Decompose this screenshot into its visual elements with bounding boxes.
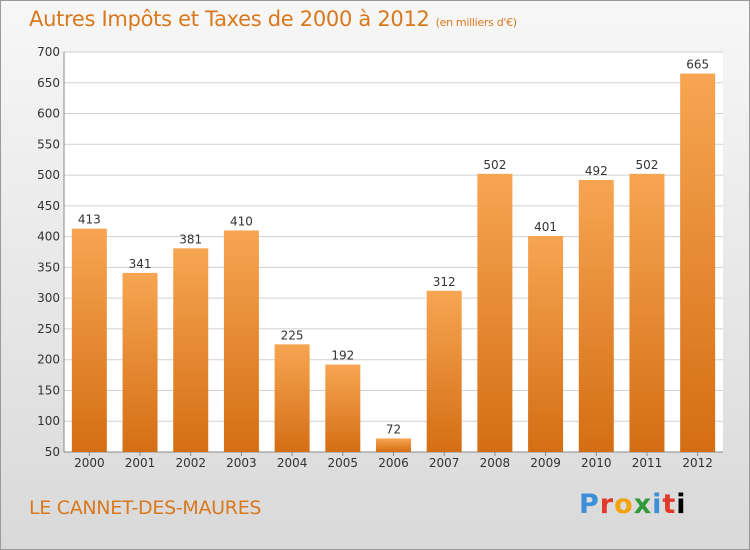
x-tick-label: 2002 — [175, 456, 206, 470]
grid-layer — [63, 51, 723, 456]
y-tick-label: 50 — [45, 445, 60, 459]
logo-letter: t — [662, 489, 677, 520]
bar-value-label: 502 — [636, 158, 659, 172]
bar-value-label: 410 — [230, 214, 253, 228]
bar — [325, 364, 361, 452]
bar-value-label: 381 — [179, 232, 202, 246]
y-tick-label: 700 — [37, 45, 60, 59]
logo-letter: i — [676, 489, 687, 520]
y-tick-label: 500 — [37, 168, 60, 182]
plot-area — [64, 52, 723, 452]
y-tick-label: 100 — [37, 414, 60, 428]
y-tick-label: 400 — [37, 230, 60, 244]
bar — [426, 290, 462, 452]
bar-value-label: 665 — [686, 58, 709, 72]
bar — [122, 272, 158, 452]
bar-value-label: 502 — [483, 158, 506, 172]
logo-letter: o — [614, 489, 634, 520]
bar — [578, 180, 614, 452]
bar — [223, 230, 259, 452]
x-tick-label: 2006 — [378, 456, 409, 470]
logo-letter: r — [599, 489, 615, 520]
bar-value-label: 401 — [534, 220, 557, 234]
chart-title: Autres Impôts et Taxes de 2000 à 2012 (en… — [29, 7, 517, 31]
bar — [376, 438, 411, 452]
x-tick-label: 2005 — [328, 456, 359, 470]
bar — [274, 344, 310, 452]
x-tick-label: 2004 — [277, 456, 308, 470]
bar-value-label: 341 — [129, 257, 152, 271]
y-tick-label: 600 — [37, 107, 60, 121]
bar-value-label: 492 — [585, 164, 608, 178]
x-tick-label: 2010 — [581, 456, 612, 470]
place-name: LE CANNET-DES-MAURES — [29, 497, 262, 519]
logo-letter: P — [579, 489, 600, 520]
chart-unit: (en milliers d'€) — [435, 16, 517, 29]
bar-value-label: 312 — [433, 275, 456, 289]
bar — [477, 173, 513, 452]
bar — [629, 173, 665, 452]
y-tick-label: 450 — [37, 199, 60, 213]
chart-title-text: Autres Impôts et Taxes de 2000 à 2012 — [29, 7, 430, 31]
bar-value-label: 413 — [78, 213, 101, 227]
y-tick-label: 200 — [37, 353, 60, 367]
bar-value-label: 72 — [386, 422, 401, 436]
x-tick-label: 2008 — [480, 456, 511, 470]
y-tick-label: 350 — [37, 260, 60, 274]
x-tick-label: 2000 — [74, 456, 105, 470]
bar — [680, 73, 716, 453]
x-tick-label: 2011 — [632, 456, 663, 470]
proxiti-logo: Proxiti — [579, 489, 687, 520]
logo-letter: i — [652, 489, 663, 520]
bar — [173, 248, 209, 452]
bar-layer — [71, 73, 716, 453]
bar-value-label: 225 — [281, 328, 304, 342]
y-tick-label: 300 — [37, 291, 60, 305]
y-tick-label: 650 — [37, 76, 60, 90]
x-tick-label: 2007 — [429, 456, 460, 470]
x-tick-label: 2001 — [125, 456, 156, 470]
y-tick-label: 150 — [37, 383, 60, 397]
x-tick-label: 2012 — [682, 456, 713, 470]
x-tick-label: 2003 — [226, 456, 257, 470]
x-tick-label: 2009 — [530, 456, 561, 470]
label-layer: 50 100 150 200 250 300 350 400 450 500 550 600 650 70… — [37, 45, 713, 470]
y-tick-label: 550 — [37, 137, 60, 151]
logo-letter: x — [633, 489, 653, 520]
bar — [71, 228, 107, 452]
y-tick-label: 250 — [37, 322, 60, 336]
bar-value-label: 192 — [331, 349, 354, 363]
bar — [528, 236, 564, 452]
